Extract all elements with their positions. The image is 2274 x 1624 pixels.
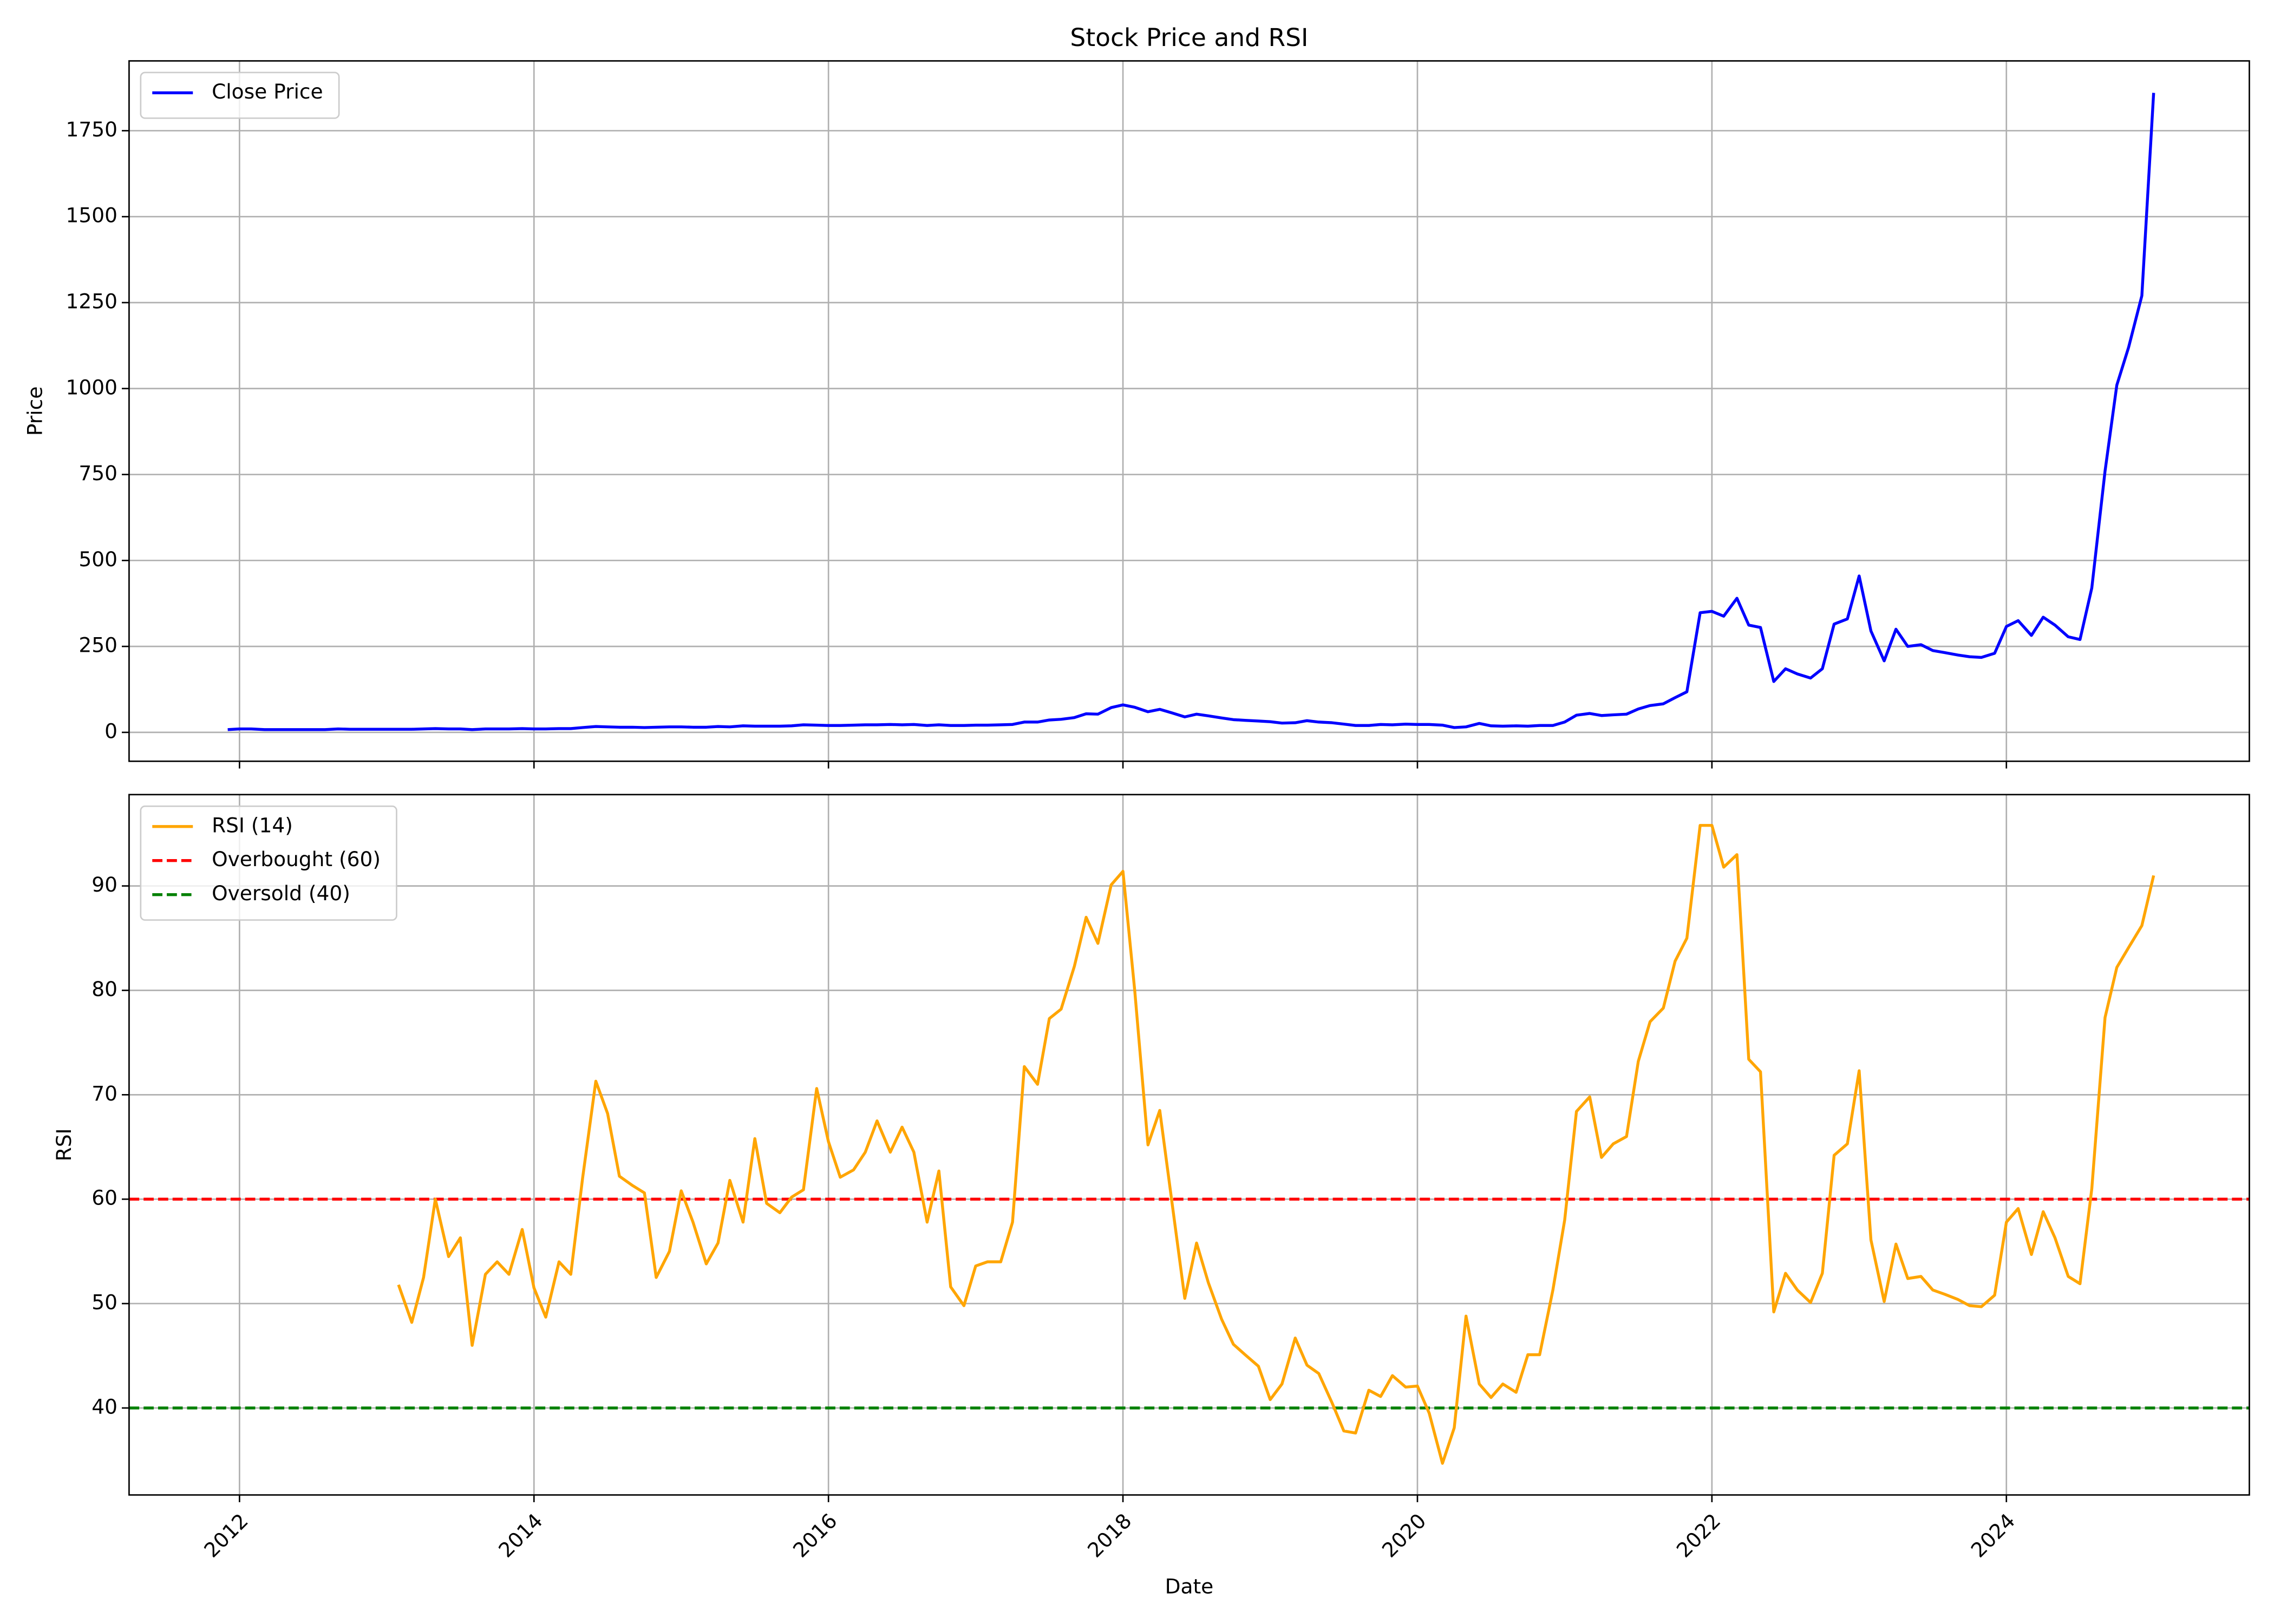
y-tick-label: 750	[79, 461, 117, 485]
plot-frame	[128, 794, 2250, 1496]
y-tick-label: 70	[92, 1082, 117, 1105]
y-tick-label: 50	[92, 1291, 117, 1314]
x-tick-label: 2016	[788, 1509, 842, 1562]
y-axis-label: RSI	[52, 1128, 76, 1161]
legend-box	[140, 71, 340, 119]
y-tick-label: 1000	[66, 375, 117, 399]
x-axis-label: Date	[1165, 1575, 1214, 1599]
y-tick-label: 90	[92, 873, 117, 896]
legend-label: Overbought (60)	[212, 847, 381, 871]
legend-box	[140, 805, 397, 921]
chart-title: Stock Price and RSI	[1070, 23, 1308, 52]
y-tick-label: 60	[92, 1186, 117, 1210]
legend-label: RSI (14)	[212, 813, 293, 837]
y-tick-label: 1750	[66, 117, 117, 141]
x-tick-label: 2018	[1083, 1509, 1136, 1562]
x-tick-label: 2022	[1672, 1509, 1726, 1562]
y-tick-label: 80	[92, 977, 117, 1001]
x-tick-label: 2012	[199, 1509, 253, 1562]
x-tick-label: 2024	[1966, 1509, 2020, 1562]
y-tick-label: 1250	[66, 289, 117, 313]
y-tick-label: 250	[79, 633, 117, 657]
price-line	[397, 824, 2155, 1465]
y-tick-label: 0	[104, 719, 117, 743]
x-tick-label: 2020	[1377, 1509, 1431, 1562]
plot-frame	[128, 60, 2250, 762]
y-axis-label: Price	[23, 387, 47, 436]
y-tick-label: 500	[79, 547, 117, 571]
price-line	[227, 93, 2155, 731]
legend-label: Oversold (40)	[212, 881, 350, 905]
legend-label: Close Price	[212, 80, 323, 103]
y-tick-label: 1500	[66, 204, 117, 227]
x-tick-label: 2014	[494, 1509, 547, 1562]
y-tick-label: 40	[92, 1394, 117, 1418]
